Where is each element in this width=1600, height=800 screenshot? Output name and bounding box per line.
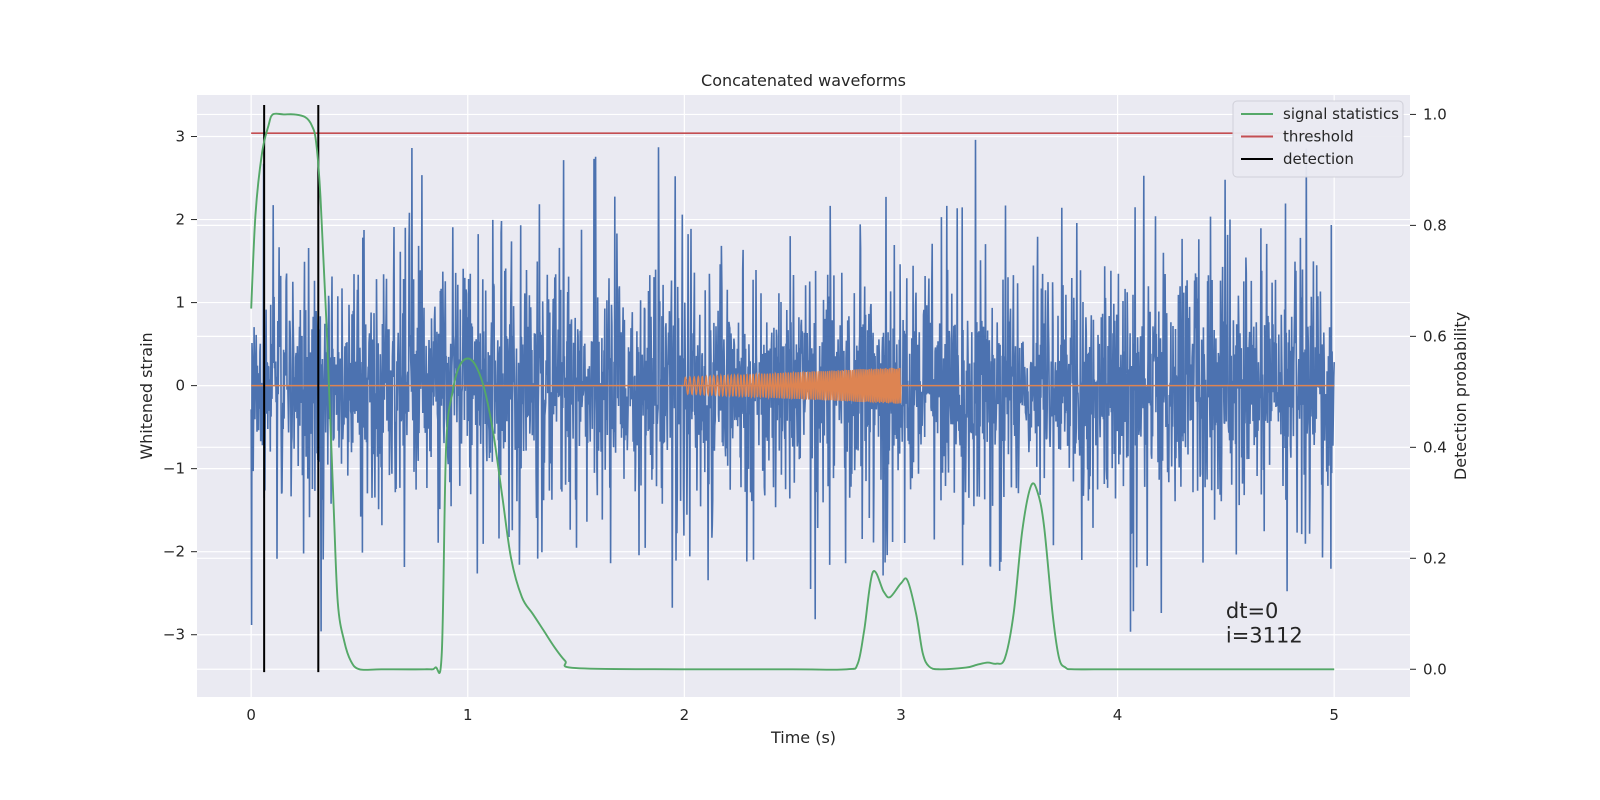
y-tick-label: 0 [175, 377, 185, 395]
y-right-tick-label: 0.6 [1423, 327, 1447, 345]
legend-label-signal-statistics: signal statistics [1283, 105, 1399, 123]
x-tick-label: 0 [246, 706, 256, 724]
y-tick-label: −3 [163, 626, 185, 644]
y-tick-label: 3 [175, 128, 185, 146]
data-layer [250, 104, 1335, 674]
strain-line [250, 139, 1335, 632]
y-tick-label: −1 [163, 460, 185, 478]
annotation-dt: dt=0 [1226, 599, 1279, 623]
y-right-tick-label: 1.0 [1423, 105, 1447, 123]
y-right-tick-label: 0.4 [1423, 438, 1447, 456]
x-tick-label: 3 [896, 706, 906, 724]
y-right-tick-label: 0.2 [1423, 549, 1447, 567]
chart-title: Concatenated waveforms [701, 71, 906, 90]
y-tick-label: −2 [163, 543, 185, 561]
legend: signal statistics threshold detection [1232, 100, 1404, 178]
y-right-tick-label: 0.0 [1423, 660, 1447, 678]
legend-label-threshold: threshold [1283, 128, 1354, 146]
injection-chirp [683, 367, 902, 404]
y-right-axis-label: Detection probability [1451, 312, 1470, 480]
y-tick-label: 1 [175, 294, 185, 312]
y-axis-label: Whitened strain [137, 332, 156, 459]
y-right-tick-label: 0.8 [1423, 216, 1447, 234]
x-tick-label: 4 [1113, 706, 1123, 724]
legend-label-detection: detection [1283, 150, 1354, 168]
legend-box [1232, 100, 1404, 178]
x-tick-label: 1 [463, 706, 473, 724]
y-tick-label: 2 [175, 211, 185, 229]
x-tick-label: 5 [1329, 706, 1339, 724]
x-axis-label: Time (s) [770, 728, 836, 747]
tick-labels: 0 1 2 3 4 5 −3 −2 −1 0 1 2 3 0.0 0.2 0.4 0.6 0.8 1.0 [163, 105, 1447, 724]
annotation-index: i=3112 [1226, 624, 1303, 648]
signal-statistics-line [250, 112, 1335, 674]
x-tick-label: 2 [680, 706, 690, 724]
